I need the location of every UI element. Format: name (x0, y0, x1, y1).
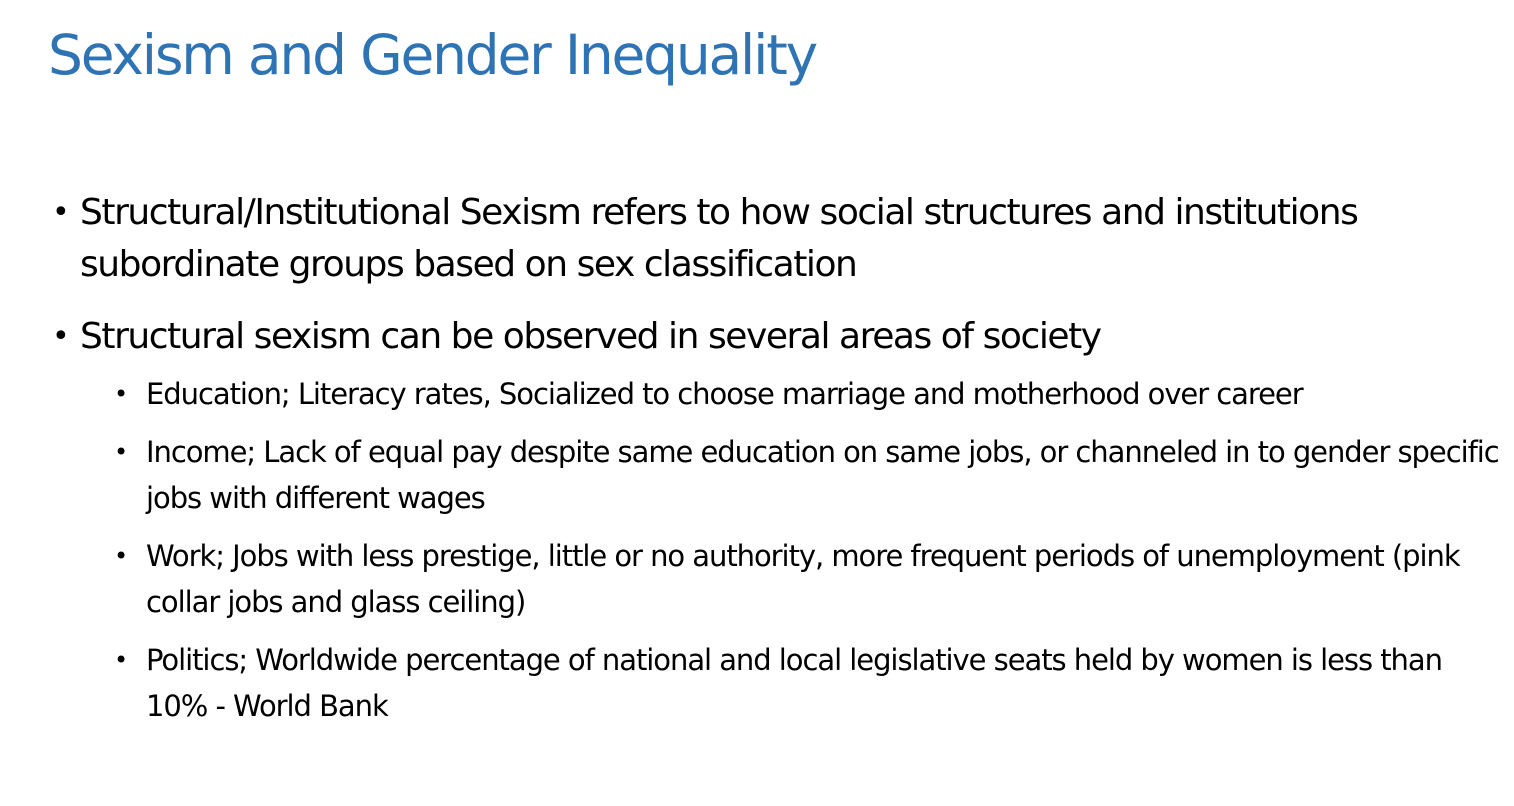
slide-body: • Structural/Institutional Sexism refers… (48, 187, 1508, 741)
sub-bullet-education: • Education; Literacy rates, Socialized … (114, 371, 1508, 417)
sub-bullet-text: Politics; Worldwide percentage of nation… (146, 643, 1443, 723)
sub-bullet-politics: • Politics; Worldwide percentage of nati… (114, 637, 1508, 729)
bullet-areas-of-society: • Structural sexism can be observed in s… (48, 311, 1508, 363)
bullet-structural-sexism-definition: • Structural/Institutional Sexism refers… (48, 187, 1508, 291)
bullet-dot-icon: • (52, 195, 70, 230)
bullet-dot-icon: • (114, 542, 128, 570)
bullet-text: Structural sexism can be observed in sev… (80, 316, 1102, 357)
bullet-dot-icon: • (114, 646, 128, 674)
sub-bullet-text: Income; Lack of equal pay despite same e… (146, 435, 1500, 515)
sub-bullet-text: Work; Jobs with less prestige, little or… (146, 539, 1461, 619)
bullet-dot-icon: • (114, 380, 128, 408)
bullet-dot-icon: • (52, 319, 70, 354)
sub-bullet-text: Education; Literacy rates, Socialized to… (146, 377, 1304, 411)
bullet-dot-icon: • (114, 438, 128, 466)
slide-title: Sexism and Gender Inequality (48, 23, 818, 87)
sub-bullet-work: • Work; Jobs with less prestige, little … (114, 533, 1508, 625)
bullet-text: Structural/Institutional Sexism refers t… (80, 192, 1359, 285)
sub-bullet-income: • Income; Lack of equal pay despite same… (114, 429, 1508, 521)
